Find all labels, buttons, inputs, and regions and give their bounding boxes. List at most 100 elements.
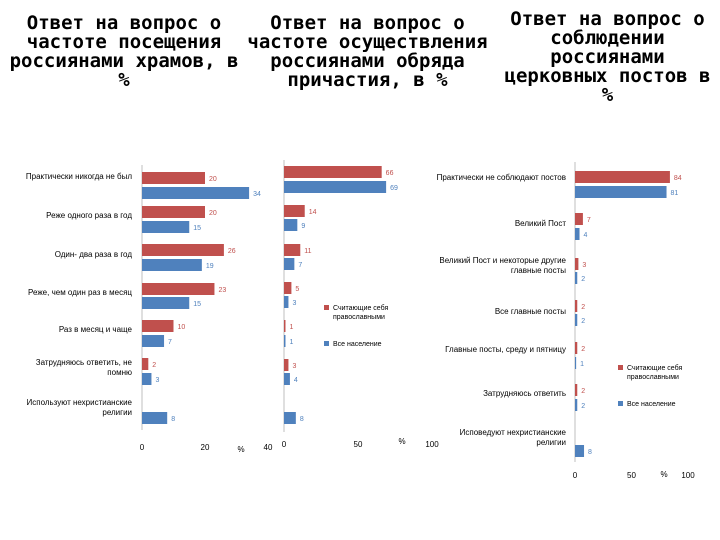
chart1-value-label-s1-5: 10: [178, 324, 186, 331]
chart-title-fasting: Ответ на вопрос о соблюдении россиянами …: [504, 8, 711, 106]
chart2-value-label-s1-5: 1: [289, 324, 293, 331]
chart1-category-label-3: Один- два раза в год: [55, 250, 133, 259]
chart3-bar-s2-3: [575, 272, 578, 284]
chart1-bar-s1-2: [142, 206, 205, 218]
chart3-category-label-1: Практически не соблюдают постов: [437, 173, 566, 182]
chart2-bar-s1-1: [284, 166, 382, 178]
chart3-bar-s2-2: [575, 228, 580, 240]
chart3-bar-s1-2: [575, 213, 583, 225]
chart3-value-label-s1-1: 84: [674, 175, 682, 182]
chart3-value-label-s2-7: 8: [588, 449, 592, 456]
chart2-bar-s2-7: [284, 412, 296, 424]
chart1-bar-s2-7: [142, 412, 168, 424]
chart1-bar-s1-1: [142, 172, 205, 184]
chart1-value-label-s2-3: 19: [206, 263, 214, 270]
chart1-value-label-s2-4: 15: [193, 301, 201, 308]
chart3-value-label-s1-6: 2: [581, 388, 585, 395]
chart3-tick-label-1: 0: [573, 471, 578, 480]
chart3-value-label-s2-6: 2: [581, 403, 585, 410]
chart2-bar-s2-6: [284, 373, 290, 385]
chart3-bar-s1-1: [575, 171, 670, 183]
chart2-value-label-s1-1: 66: [386, 170, 394, 177]
chart2-value-label-s2-7: 8: [300, 416, 304, 423]
chart1-category-label-6: Затрудняюсь ответить, не помню: [36, 358, 133, 377]
chart2-tick-label-2: 50: [354, 440, 363, 449]
chart3-bar-s2-4: [575, 314, 578, 326]
chart2-unit-label: %: [398, 437, 405, 446]
chart1-bar-s2-4: [142, 297, 190, 309]
chart2-bar-s1-6: [284, 359, 289, 371]
chart2-value-label-s1-4: 5: [295, 286, 299, 293]
chart1-bar-s2-1: [142, 187, 250, 199]
chart3-category-label-6: Затрудняюсь ответить: [483, 389, 566, 398]
chart2-legend-label-1: Считающие себя православными: [333, 304, 388, 321]
chart2-value-label-s2-4: 3: [292, 300, 296, 307]
chart2-value-label-s1-2: 14: [309, 209, 317, 216]
chart2-legend-label-2: Все население: [333, 341, 382, 348]
chart2-legend-swatch-2: [324, 341, 329, 346]
chart3-value-label-s2-2: 4: [584, 232, 588, 239]
chart1-value-label-s1-3: 26: [228, 248, 236, 255]
chart1-bar-s1-4: [142, 283, 215, 295]
chart-title-communion: Ответ на вопрос о частоте осуществления …: [247, 12, 488, 91]
chart1-category-label-5: Раз в месяц и чаще: [59, 325, 133, 334]
chart3-value-label-s1-5: 2: [581, 346, 585, 353]
chart3-legend-label-2: Все население: [627, 401, 676, 408]
chart3-bar-s1-5: [575, 342, 578, 354]
chart3-bar-s1-4: [575, 300, 578, 312]
chart2-tick-label-3: 100: [425, 440, 439, 449]
chart2-tick-label-1: 0: [282, 440, 287, 449]
chart3-legend-swatch-2: [618, 401, 623, 406]
chart2-value-label-s2-2: 9: [301, 223, 305, 230]
chart2-bar-s1-4: [284, 282, 292, 294]
chart3-bar-s1-3: [575, 258, 579, 270]
chart2-value-label-s2-1: 69: [390, 185, 398, 192]
chart1-category-label-1: Практически никогда не был: [26, 172, 132, 181]
chart3-legend-label-1: Считающие себя православными: [627, 364, 682, 381]
chart2-bar-s1-2: [284, 205, 305, 217]
chart1-bar-s1-3: [142, 244, 224, 256]
chart1-unit-label: %: [237, 445, 244, 454]
chart1-value-label-s2-7: 8: [171, 416, 175, 423]
chart2-bar-s1-5: [284, 320, 286, 332]
chart3-value-label-s2-4: 2: [581, 318, 585, 325]
chart1-value-label-s1-4: 23: [218, 287, 226, 294]
chart3-value-label-s2-3: 2: [581, 276, 585, 283]
chart3-tick-label-2: 50: [627, 471, 636, 480]
chart3-category-label-5: Главные посты, среду и пятницу: [445, 345, 566, 354]
chart-title-church-attendance: Ответ на вопрос о частоте посещения росс…: [9, 12, 239, 91]
chart2-bar-s1-3: [284, 244, 301, 256]
chart2-value-label-s2-3: 7: [298, 262, 302, 269]
chart1-tick-label-3: 40: [264, 443, 273, 452]
chart2-legend-swatch-1: [324, 305, 329, 310]
chart1-value-label-s2-5: 7: [168, 339, 172, 346]
chart3-bar-s2-6: [575, 399, 578, 411]
chart1-value-label-s1-1: 20: [209, 176, 217, 183]
chart1-bar-s2-3: [142, 259, 202, 271]
chart3-bar-s1-6: [575, 384, 578, 396]
chart1-tick-label-2: 20: [201, 443, 210, 452]
chart1-bar-s2-6: [142, 373, 152, 385]
chart3-category-label-4: Все главные посты: [495, 307, 566, 316]
chart1-value-label-s2-6: 3: [155, 377, 159, 384]
chart3-bar-s2-5: [575, 357, 577, 369]
chart3-value-label-s1-3: 3: [582, 262, 586, 269]
chart1-value-label-s2-1: 34: [253, 191, 261, 198]
chart1-value-label-s1-2: 20: [209, 210, 217, 217]
chart3-tick-label-3: 100: [681, 471, 695, 480]
chart3-value-label-s1-2: 7: [587, 217, 591, 224]
chart1-value-label-s1-6: 2: [152, 362, 156, 369]
chart3-value-label-s2-5: 1: [580, 361, 584, 368]
chart2-value-label-s1-3: 11: [304, 248, 311, 255]
chart1-category-label-4: Реже, чем один раз в месяц: [28, 288, 132, 297]
chart1-category-label-2: Реже одного раза в год: [46, 211, 132, 220]
chart2-value-label-s2-5: 1: [289, 339, 293, 346]
chart3-value-label-s2-1: 81: [671, 190, 679, 197]
chart2-bar-s2-4: [284, 296, 289, 308]
chart1-bar-s1-6: [142, 358, 149, 370]
chart3-category-label-7: Исповедуют нехристианские религии: [460, 428, 567, 447]
chart2-bar-s2-1: [284, 181, 387, 193]
chart3-unit-label: %: [660, 470, 667, 479]
chart3-legend-swatch-1: [618, 365, 623, 370]
